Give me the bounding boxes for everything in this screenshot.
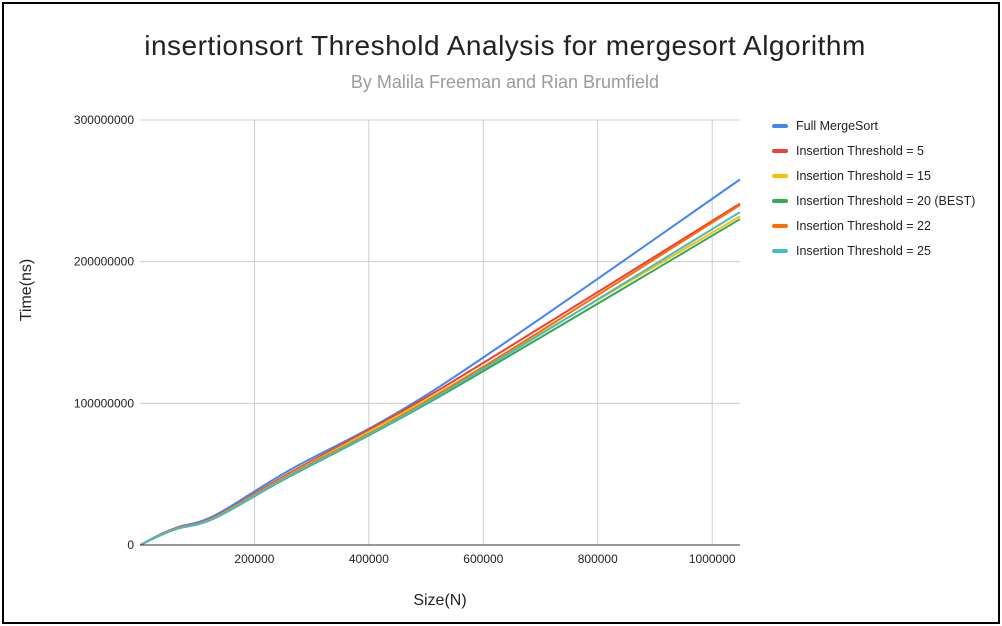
legend-swatch [772, 123, 788, 128]
y-tick-label: 200000000 [74, 255, 134, 269]
series-line-1 [140, 178, 741, 546]
legend-item[interactable]: Insertion Threshold = 20 (BEST) [772, 188, 975, 213]
chart-title: insertionsort Threshold Analysis for mer… [144, 30, 866, 61]
tick-labels: 0 100000000 200000000 300000000 200000 400000… [74, 113, 736, 566]
legend-label: Insertion Threshold = 15 [796, 168, 931, 183]
x-tick-label: 600000 [463, 552, 503, 566]
legend-item[interactable]: Insertion Threshold = 15 [772, 163, 975, 188]
x-axis-label: Size(N) [413, 592, 467, 609]
legend-item[interactable]: Insertion Threshold = 22 [772, 213, 975, 238]
y-tick-label: 0 [127, 538, 134, 552]
y-tick-label: 300000000 [74, 113, 134, 127]
legend-swatch [772, 173, 788, 178]
chart-subtitle: By Malila Freeman and Rian Brumfield [350, 72, 660, 92]
legend-swatch [772, 198, 788, 203]
series-line-3 [140, 215, 741, 546]
x-tick-label: 800000 [578, 552, 618, 566]
legend-label: Full MergeSort [796, 118, 878, 133]
legend-label: Insertion Threshold = 22 [796, 218, 931, 233]
grid [140, 119, 740, 545]
series-lines [140, 178, 741, 546]
x-tick-label: 1000000 [689, 552, 736, 566]
x-tick-label: 400000 [349, 552, 389, 566]
legend-item[interactable]: Insertion Threshold = 5 [772, 138, 975, 163]
series-line-5 [140, 204, 741, 546]
series-line-2 [140, 202, 741, 546]
legend-label: Insertion Threshold = 20 (BEST) [796, 193, 976, 208]
legend: Full MergeSort Insertion Threshold = 5 Ins… [772, 113, 975, 263]
legend-swatch [772, 248, 788, 253]
legend-label: Insertion Threshold = 25 [796, 243, 931, 258]
legend-swatch [772, 223, 788, 228]
series-line-6 [140, 211, 741, 546]
legend-item[interactable]: Full MergeSort [772, 113, 975, 138]
x-tick-label: 200000 [234, 552, 274, 566]
legend-swatch [772, 148, 788, 153]
legend-item[interactable]: Insertion Threshold = 25 [772, 238, 975, 263]
legend-label: Insertion Threshold = 5 [796, 143, 924, 158]
y-tick-label: 100000000 [74, 396, 134, 410]
